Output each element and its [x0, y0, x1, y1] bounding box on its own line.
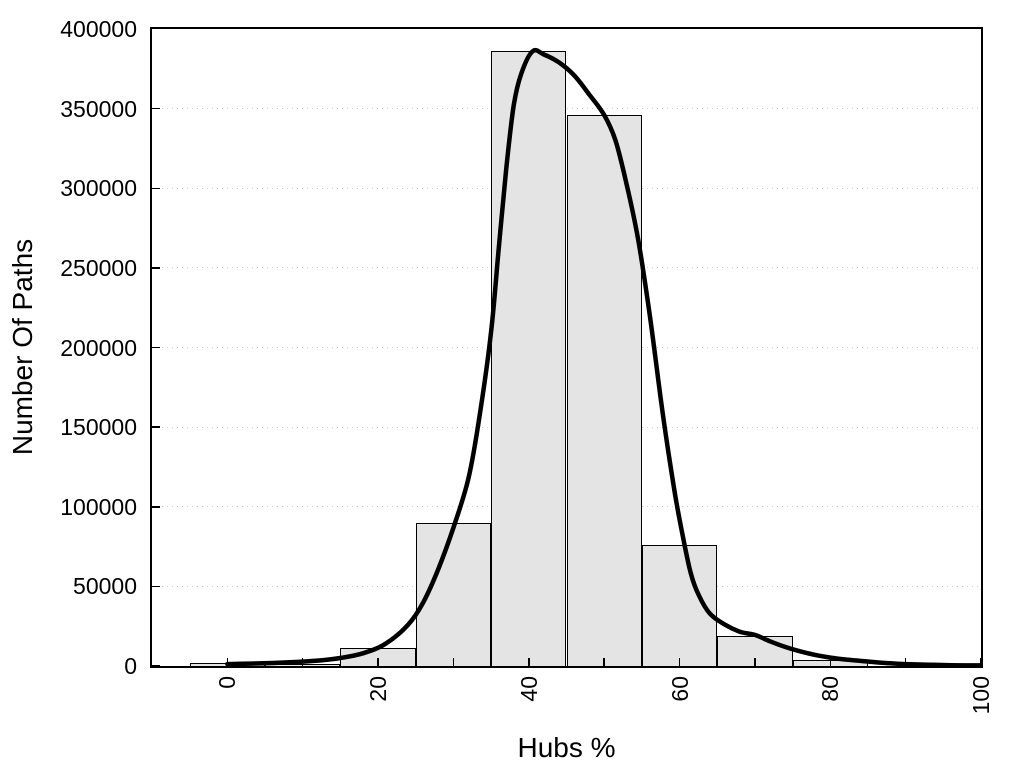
histogram-bar: [566, 114, 642, 666]
x-axis-tick: [904, 658, 907, 666]
y-tick-label: 150000: [60, 414, 137, 441]
histogram-bar: [491, 51, 567, 666]
x-tick-label: 80: [817, 676, 844, 702]
x-axis-tick: [226, 658, 229, 666]
y-axis-tick: [152, 187, 160, 189]
density-curve-layer: [225, 47, 981, 666]
x-tick-label: 20: [365, 676, 392, 702]
y-axis-tick: [152, 107, 160, 110]
y-tick-label: 300000: [60, 175, 137, 202]
density-curve: [225, 47, 981, 666]
x-axis-tick: [452, 658, 455, 666]
y-axis-tick: [152, 346, 160, 349]
y-tick-label: 400000: [60, 16, 137, 42]
x-axis-tick: [377, 658, 379, 666]
x-axis-title: Hubs %: [517, 732, 616, 763]
x-axis-tick: [754, 658, 756, 666]
y-axis-tick: [152, 506, 160, 508]
x-axis-tick: [301, 658, 304, 666]
y-tick-label: 0: [124, 653, 137, 679]
x-axis-tick: [678, 658, 681, 666]
plot-box: [150, 27, 983, 668]
y-axis-tick: [152, 664, 160, 666]
x-axis-tick: [980, 658, 981, 666]
y-tick-label: 200000: [60, 334, 137, 361]
x-tick-label: 40: [515, 676, 542, 702]
x-tick-label: 100: [968, 676, 994, 715]
histogram-bar: [641, 544, 718, 666]
y-gridline: [152, 108, 981, 110]
x-tick-label: 60: [666, 676, 693, 702]
y-axis-tick: [152, 267, 160, 269]
y-tick-label: 100000: [60, 493, 137, 520]
x-axis-tick: [528, 658, 530, 666]
x-axis-tick: [829, 658, 832, 666]
plot-area: [152, 29, 981, 666]
histogram-bar: [415, 522, 492, 666]
y-tick-label: 50000: [73, 573, 137, 600]
y-axis-tick: [152, 426, 160, 428]
y-axis-tick: [152, 585, 160, 588]
x-axis-tick: [603, 658, 605, 666]
y-tick-label: 250000: [60, 254, 137, 281]
y-tick-label: 350000: [60, 95, 137, 122]
x-tick-label: 0: [214, 676, 241, 689]
